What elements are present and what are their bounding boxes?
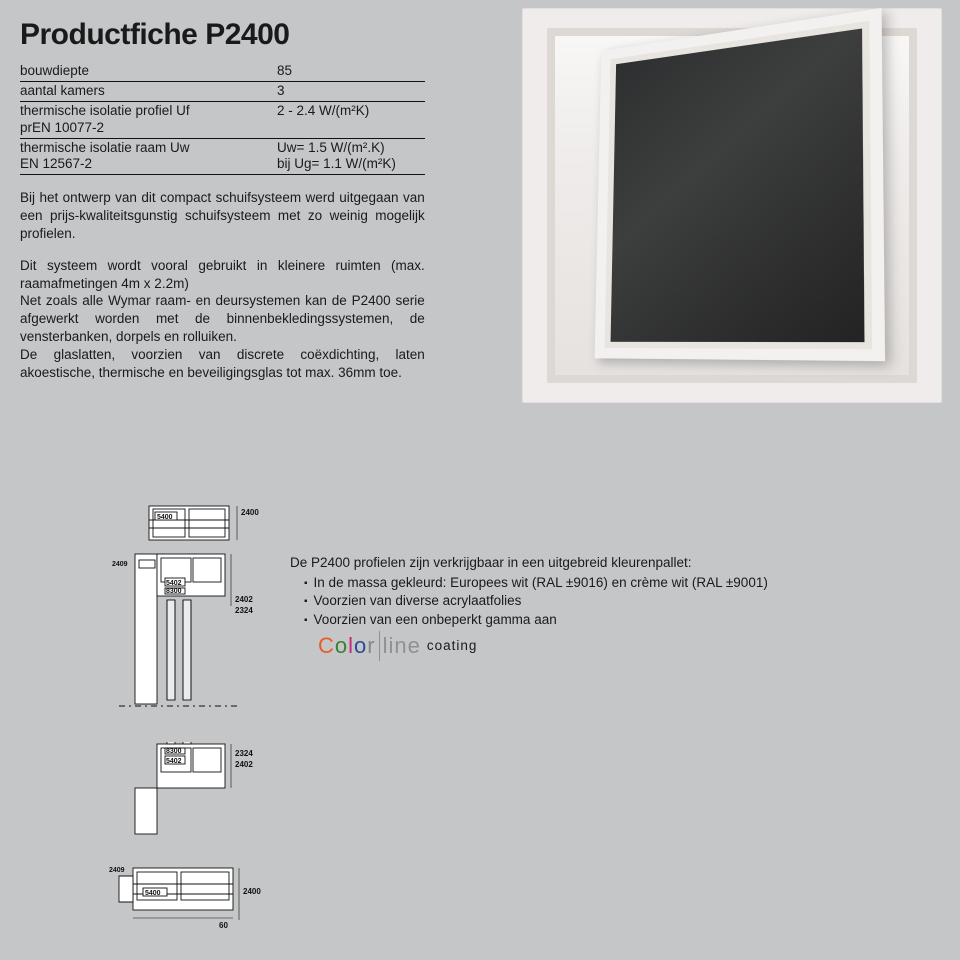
svg-text:2402: 2402 [235,760,253,769]
para4: De glaslatten, voorzien van discrete coë… [20,346,425,382]
svg-text:8300: 8300 [166,748,182,755]
spec-label: bouwdiepte [20,62,271,81]
svg-text:5400: 5400 [145,890,161,897]
svg-text:2409: 2409 [112,561,128,568]
spec-value: 2 - 2.4 W/(m²K) [271,101,425,138]
body-text: Bij het ontwerp van dit compact schuifsy… [20,189,425,381]
para1: Bij het ontwerp van dit compact schuifsy… [20,189,425,242]
svg-text:2402: 2402 [235,595,253,604]
svg-text:5402: 5402 [166,580,182,587]
spec-label: thermische isolatie profiel UfprEN 10077… [20,101,271,138]
svg-text:2324: 2324 [235,606,253,615]
svg-text:2409: 2409 [109,867,125,874]
svg-text:60: 60 [219,921,228,930]
spec-table: bouwdiepte85aantal kamers3thermische iso… [20,62,425,175]
svg-text:8300: 8300 [166,588,182,595]
spec-value: 85 [271,62,425,81]
palette-item: In de massa gekleurd: Europees wit (RAL … [318,574,930,592]
svg-text:5402: 5402 [166,758,182,765]
svg-text:2400: 2400 [243,887,261,896]
palette-list: In de massa gekleurd: Europees wit (RAL … [290,574,930,629]
product-photo [522,8,942,403]
colorline-logo: Color line coating [318,631,477,661]
palette-intro: De P2400 profielen zijn verkrijgbaar in … [290,554,930,572]
spec-value: Uw= 1.5 W/(m².K)bij Ug= 1.1 W/(m²K) [271,138,425,175]
para3: Net zoals alle Wymar raam- en deursystem… [20,292,425,345]
coating-word: coating [427,637,478,655]
svg-text:5400: 5400 [157,514,173,521]
technical-drawings: 5400 2400 5402 8300 2409 [126,500,271,932]
palette-item: Voorzien van diverse acrylaatfolies [318,592,930,610]
spec-label: aantal kamers [20,81,271,101]
para2: Dit systeem wordt vooral gebruikt in kle… [20,258,425,291]
svg-text:2324: 2324 [235,749,253,758]
spec-label: thermische isolatie raam UwEN 12567-2 [20,138,271,175]
palette-item: Voorzien van een onbeperkt gamma aan [318,611,930,629]
spec-value: 3 [271,81,425,101]
svg-text:2400: 2400 [241,508,259,517]
palette-block: De P2400 profielen zijn verkrijgbaar in … [290,554,930,661]
